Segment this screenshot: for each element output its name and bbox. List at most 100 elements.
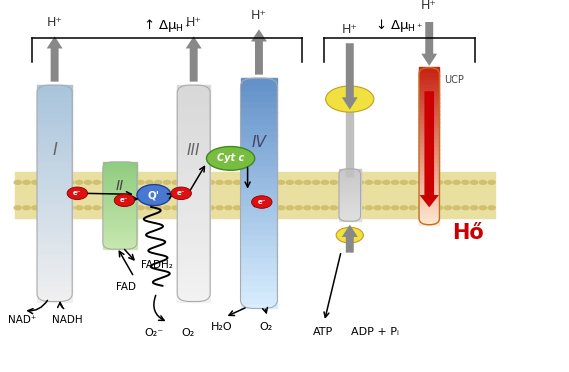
Bar (177, 231, 210, 237)
Circle shape (329, 205, 338, 211)
Text: H₂O: H₂O (211, 322, 233, 332)
Text: e⁻: e⁻ (120, 197, 129, 203)
Circle shape (171, 205, 180, 211)
Bar (177, 160, 210, 166)
Bar (419, 216, 439, 221)
Circle shape (259, 180, 268, 185)
Bar (37, 128, 72, 134)
Circle shape (347, 205, 356, 211)
Bar (103, 202, 137, 205)
Circle shape (329, 180, 338, 185)
Bar (37, 209, 72, 215)
Text: NADH: NADH (52, 315, 83, 325)
Circle shape (435, 180, 443, 185)
Bar (339, 218, 361, 221)
Circle shape (444, 205, 452, 211)
Bar (37, 204, 72, 209)
Bar (37, 290, 72, 296)
Text: O₂: O₂ (259, 322, 273, 332)
Text: Q': Q' (148, 190, 160, 200)
Bar (241, 124, 278, 130)
Circle shape (426, 205, 435, 211)
Circle shape (373, 180, 382, 185)
Bar (241, 273, 278, 280)
Circle shape (198, 180, 207, 185)
Circle shape (31, 205, 39, 211)
Bar (37, 123, 72, 128)
Bar (419, 150, 439, 154)
Bar (103, 164, 137, 168)
Bar (241, 141, 278, 147)
Bar (241, 251, 278, 257)
Bar (339, 192, 361, 195)
Bar (177, 171, 210, 177)
Bar (177, 253, 210, 258)
Circle shape (338, 205, 347, 211)
Circle shape (470, 180, 479, 185)
Circle shape (461, 205, 469, 211)
Circle shape (101, 205, 110, 211)
Bar (241, 199, 278, 205)
Bar (419, 212, 439, 217)
FancyArrow shape (47, 36, 63, 81)
Bar (103, 220, 137, 223)
Circle shape (435, 205, 443, 211)
Bar (419, 126, 439, 131)
Circle shape (321, 205, 329, 211)
Circle shape (66, 180, 75, 185)
Bar (37, 96, 72, 101)
Bar (37, 150, 72, 155)
Bar (177, 187, 210, 193)
Circle shape (233, 205, 241, 211)
Bar (419, 165, 439, 170)
Circle shape (417, 180, 426, 185)
Bar (241, 112, 278, 118)
Bar (177, 101, 210, 107)
Bar (241, 101, 278, 107)
Bar (241, 135, 278, 141)
Bar (241, 228, 278, 234)
Bar (241, 279, 278, 285)
Bar (177, 263, 210, 269)
Circle shape (154, 205, 162, 211)
Circle shape (207, 205, 215, 211)
Text: H⁺: H⁺ (421, 0, 437, 12)
Circle shape (488, 205, 496, 211)
Bar (339, 184, 361, 187)
Circle shape (127, 205, 136, 211)
Bar (241, 153, 278, 159)
Bar (419, 98, 439, 103)
Bar (103, 243, 137, 246)
Circle shape (303, 180, 312, 185)
Bar (177, 112, 210, 118)
Text: e⁻: e⁻ (258, 199, 266, 205)
Bar (419, 177, 439, 182)
Bar (37, 155, 72, 161)
Circle shape (40, 205, 48, 211)
Text: II: II (116, 179, 124, 193)
Text: H⁺: H⁺ (185, 16, 201, 29)
Circle shape (479, 180, 487, 185)
Circle shape (171, 187, 191, 200)
Bar (177, 296, 210, 301)
Bar (347, 99, 353, 176)
Circle shape (382, 180, 390, 185)
Circle shape (452, 205, 461, 211)
Bar (103, 185, 137, 188)
Bar (177, 96, 210, 101)
Bar (103, 176, 137, 179)
Bar (241, 89, 278, 95)
Circle shape (373, 205, 382, 211)
Circle shape (399, 205, 408, 211)
Text: FAD: FAD (116, 282, 135, 292)
Bar (339, 213, 361, 216)
Text: e⁻: e⁻ (177, 190, 185, 196)
Ellipse shape (207, 147, 255, 170)
Bar (37, 242, 72, 247)
Circle shape (277, 180, 285, 185)
Bar (339, 174, 361, 177)
Bar (177, 285, 210, 291)
Bar (241, 291, 278, 297)
Bar (241, 170, 278, 176)
Circle shape (461, 180, 469, 185)
